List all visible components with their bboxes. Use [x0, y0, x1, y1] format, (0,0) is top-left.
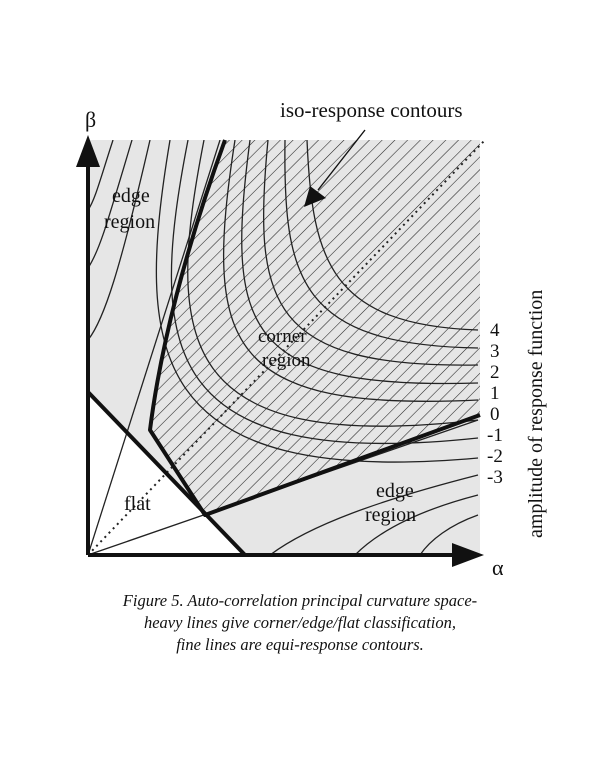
edge-region-right-label-line2: region	[365, 504, 416, 526]
edge-region-top-label-line1: edge	[112, 185, 150, 207]
contour-level-label: 4	[490, 320, 500, 341]
x-axis-arrowhead	[452, 543, 484, 567]
flat-region-label: flat	[124, 493, 151, 515]
y-axis-arrowhead	[76, 135, 100, 167]
iso-contour	[306, 140, 479, 331]
iso-contour	[262, 140, 479, 366]
contour-level-label: 0	[490, 404, 500, 425]
iso-contour	[88, 140, 151, 341]
figure-caption: Figure 5. Auto-correlation principal cur…	[40, 590, 560, 656]
contour-level-label: 1	[490, 383, 500, 404]
caption-line-1: Figure 5. Auto-correlation principal cur…	[122, 591, 478, 610]
contour-level-label: 3	[490, 341, 500, 362]
contour-level-label: 2	[490, 362, 500, 383]
annotation-arrow	[317, 129, 366, 191]
iso-contour	[88, 140, 133, 269]
iso-contour	[269, 474, 479, 555]
corner-region-label-line1: corner	[258, 326, 307, 347]
iso-contour	[88, 140, 221, 555]
iso-contour	[170, 140, 479, 445]
edge-region-top-label-line2: region	[104, 211, 155, 233]
corner-region-label-line2: region	[262, 350, 311, 371]
contour-level-labels: 4 3 2 1 0 -1 -2 -3	[487, 320, 503, 488]
caption-line-3: fine lines are equi-response contours.	[176, 635, 424, 654]
amplitude-axis-label: amplitude of response function	[525, 290, 547, 538]
x-axis-label: α	[492, 555, 504, 580]
contour-level-label: -3	[487, 467, 503, 488]
corner-edge-boundary	[148, 139, 481, 517]
edge-region-right-label-line1: edge	[376, 480, 414, 502]
iso-contour	[284, 140, 479, 349]
y-axis-label: β	[85, 107, 96, 132]
contour-level-label: -2	[487, 446, 503, 467]
corner-region-hatching	[150, 140, 480, 515]
flat-boundary	[86, 390, 247, 557]
iso-contour	[241, 140, 479, 385]
iso-contour	[222, 140, 479, 402]
iso-contour	[187, 140, 479, 427]
iso-contour	[419, 514, 479, 555]
annotation-arrowhead	[304, 186, 326, 207]
contour-level-label: -1	[487, 425, 503, 446]
caption-line-2: heavy lines give corner/edge/flat classi…	[143, 613, 457, 632]
iso-contour	[354, 494, 479, 555]
annotation-label: iso-response contours	[280, 98, 463, 122]
